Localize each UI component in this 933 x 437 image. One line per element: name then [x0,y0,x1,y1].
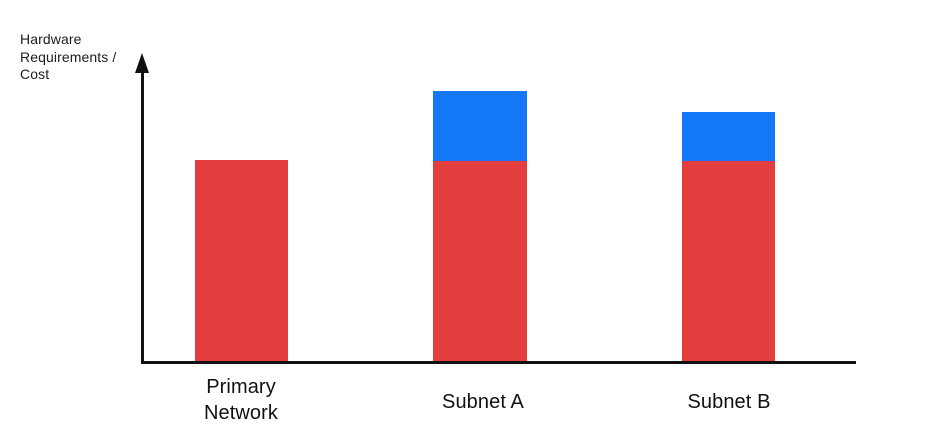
category-label-primary-network: Primary Network [203,376,279,424]
bar-segment-base-hardware-cost [195,160,288,363]
y-axis-arrow-icon [135,53,149,73]
bar-segment-additional-hardware-cost [682,112,775,161]
category-label-subnet-b: Subnet B [687,391,771,413]
x-axis-line [141,361,856,364]
bar-segment-additional-hardware-cost [433,91,527,161]
y-axis-label: Hardware Requirements / Cost [20,31,117,82]
bar-segment-base-hardware-cost [433,161,527,363]
bar-primary-network [195,160,288,363]
bar-subnet-a [433,91,527,363]
y-axis-line [141,68,144,364]
bar-segment-base-hardware-cost [682,161,775,363]
category-label-subnet-a: Subnet A [442,391,524,413]
bar-subnet-b [682,112,775,363]
